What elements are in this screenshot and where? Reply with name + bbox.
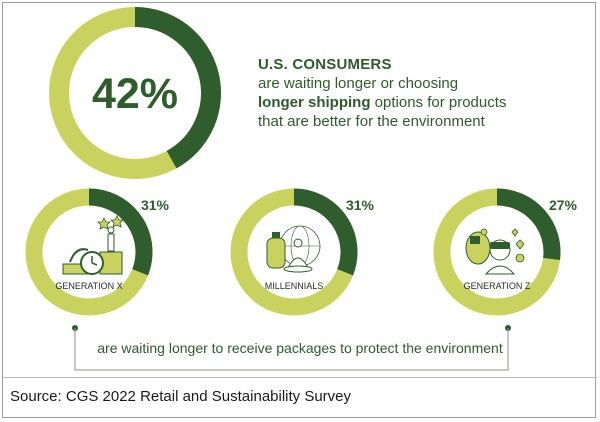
source-citation: Source: CGS 2022 Retail and Sustainabili… — [10, 388, 352, 405]
donut-chart-millennials: 31% MILLENNIALS — [230, 188, 375, 316]
donut-chart-generation-z: 27% GENERATION Z — [433, 188, 578, 316]
vr-headset-and-likes-icon — [465, 228, 525, 275]
footer-caption: are waiting longer to receive packages t… — [97, 340, 503, 356]
donut-genz-value-arc — [496, 188, 561, 260]
headline-block: U.S. CONSUMERS are waiting longer or cho… — [258, 55, 588, 131]
donut-genz-value-label: 27% — [549, 197, 578, 213]
donut-main-value-label: 42% — [92, 70, 178, 118]
donut-millennials-value-label: 31% — [346, 197, 375, 213]
infographic-frame — [2, 2, 596, 418]
headline-line-2: longer shipping options for products — [258, 93, 588, 112]
donut-genx-category-label: GENERATION X — [55, 281, 122, 291]
headline-line-2-rest: options for products — [370, 94, 507, 111]
donut-millennials-value-arc — [293, 188, 358, 276]
donut-genz-category-label: GENERATION Z — [464, 281, 531, 291]
donut-genx-value-label: 31% — [141, 197, 170, 213]
donut-chart-generation-x: 31% GENERATION X — [25, 188, 170, 316]
headline-title: U.S. CONSUMERS — [258, 56, 392, 73]
headline-line-1: are waiting longer or choosing — [258, 75, 459, 92]
donut-chart-main: 42% — [49, 7, 221, 179]
headline-line-3: that are better for the environment — [258, 113, 485, 130]
meditation-and-globe-icon — [266, 225, 321, 273]
source-divider — [3, 377, 597, 378]
connector-bracket — [72, 325, 511, 371]
clock-and-trophy-icon — [62, 215, 124, 275]
donut-main-value-arc — [134, 7, 221, 169]
donut-millennials-category-label: MILLENNIALS — [265, 281, 324, 291]
donut-genx-value-arc — [88, 188, 153, 276]
headline-line-2-bold: longer shipping — [258, 94, 371, 111]
